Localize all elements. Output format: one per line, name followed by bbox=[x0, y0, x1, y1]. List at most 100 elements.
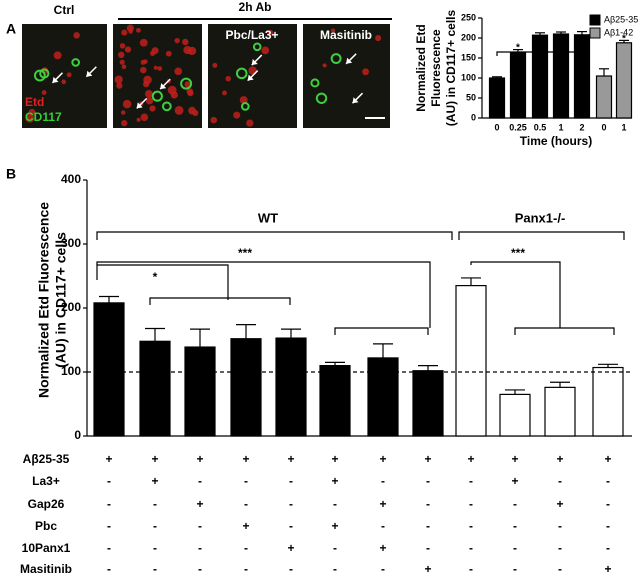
y-axis-title: Normalized Etd Fluorescence bbox=[36, 202, 52, 398]
condition-sign: + bbox=[151, 452, 158, 466]
image-title: Pbc/La3+ bbox=[225, 28, 278, 42]
bar bbox=[544, 386, 576, 437]
panel-label: B bbox=[6, 166, 16, 182]
y-tick-label: 200 bbox=[461, 32, 476, 42]
cell bbox=[212, 62, 218, 68]
bar bbox=[488, 77, 506, 119]
condition-sign: - bbox=[426, 474, 430, 488]
mast-cell bbox=[161, 101, 172, 112]
condition-sign: - bbox=[469, 562, 473, 576]
condition-sign: + bbox=[511, 474, 518, 488]
arrow-head bbox=[352, 97, 359, 104]
condition-sign: - bbox=[153, 541, 157, 555]
mast-cell bbox=[235, 67, 248, 80]
cell bbox=[121, 64, 127, 69]
significance: * bbox=[516, 43, 520, 54]
condition-sign: - bbox=[426, 541, 430, 555]
sig-bracket bbox=[96, 261, 431, 335]
condition-sign: - bbox=[198, 541, 202, 555]
condition-sign: - bbox=[289, 497, 293, 511]
condition-sign: - bbox=[198, 474, 202, 488]
arrow-head bbox=[251, 59, 258, 66]
stain-label: CD117 bbox=[25, 110, 62, 124]
condition-sign: - bbox=[469, 519, 473, 533]
arrow-head bbox=[160, 83, 167, 90]
cell bbox=[114, 75, 123, 84]
condition-label: Masitinib bbox=[20, 562, 72, 576]
bar bbox=[573, 34, 591, 119]
condition-sign: - bbox=[333, 497, 337, 511]
mast-cell bbox=[330, 53, 342, 65]
cell bbox=[116, 82, 123, 89]
panel-label: A bbox=[6, 21, 16, 37]
y-axis-title: (AU) in CD117+ cells bbox=[444, 9, 458, 126]
legend-label: Aβ1-42 bbox=[604, 27, 633, 37]
arrow-head bbox=[52, 76, 59, 83]
bar bbox=[319, 365, 351, 437]
mast-cell bbox=[180, 77, 193, 90]
condition-sign: - bbox=[558, 519, 562, 533]
bar bbox=[531, 34, 549, 119]
mast-cell bbox=[240, 102, 250, 111]
condition-sign: + bbox=[287, 452, 294, 466]
condition-sign: - bbox=[469, 497, 473, 511]
y-axis-title: (AU) in CD117+ cells bbox=[53, 232, 69, 368]
cell bbox=[210, 116, 218, 124]
x-tick-label: 0.25 bbox=[509, 122, 527, 132]
cell bbox=[136, 27, 141, 33]
cell bbox=[192, 110, 199, 117]
condition-sign: + bbox=[379, 541, 386, 555]
cell bbox=[174, 105, 184, 115]
bar bbox=[595, 75, 613, 119]
y-tick-label: 0 bbox=[471, 112, 476, 122]
sig-bracket bbox=[470, 261, 615, 335]
significance: * bbox=[622, 33, 626, 44]
cell bbox=[330, 28, 336, 33]
condition-sign: - bbox=[107, 519, 111, 533]
condition-sign: - bbox=[333, 541, 337, 555]
cell bbox=[121, 119, 128, 127]
bar bbox=[184, 346, 216, 437]
condition-sign: - bbox=[153, 519, 157, 533]
condition-sign: - bbox=[289, 519, 293, 533]
x-tick-label: 0.5 bbox=[534, 122, 547, 132]
cell bbox=[375, 35, 382, 42]
condition-sign: - bbox=[107, 497, 111, 511]
stain-label: Etd bbox=[25, 95, 44, 109]
cell bbox=[25, 113, 35, 123]
condition-sign: + bbox=[331, 452, 338, 466]
y-tick-label: 100 bbox=[61, 364, 81, 378]
mast-cell bbox=[71, 58, 81, 67]
condition-sign: + bbox=[467, 452, 474, 466]
group-bracket bbox=[96, 231, 453, 240]
cell bbox=[53, 51, 62, 60]
condition-sign: + bbox=[379, 452, 386, 466]
condition-sign: - bbox=[244, 474, 248, 488]
cell bbox=[157, 66, 163, 71]
legend-swatch bbox=[589, 14, 601, 26]
condition-sign: + bbox=[242, 452, 249, 466]
cell bbox=[170, 91, 178, 99]
sig-bracket bbox=[496, 51, 583, 56]
cell bbox=[66, 72, 72, 78]
condition-sign: + bbox=[424, 562, 431, 576]
cell bbox=[139, 38, 148, 47]
cell bbox=[149, 50, 156, 56]
condition-sign: - bbox=[381, 519, 385, 533]
bar bbox=[367, 357, 399, 437]
condition-sign: - bbox=[289, 474, 293, 488]
cell bbox=[182, 38, 189, 46]
condition-label: Gap26 bbox=[28, 497, 65, 511]
condition-sign: - bbox=[606, 474, 610, 488]
condition-sign: - bbox=[558, 474, 562, 488]
bar bbox=[93, 302, 125, 437]
cell bbox=[145, 97, 154, 105]
condition-sign: - bbox=[513, 497, 517, 511]
cell bbox=[117, 51, 125, 59]
bar bbox=[499, 393, 531, 437]
cell bbox=[184, 81, 191, 88]
condition-sign: - bbox=[153, 497, 157, 511]
condition-sign: + bbox=[424, 452, 431, 466]
x-tick-label: 1 bbox=[558, 122, 563, 132]
y-tick-label: 100 bbox=[461, 72, 476, 82]
